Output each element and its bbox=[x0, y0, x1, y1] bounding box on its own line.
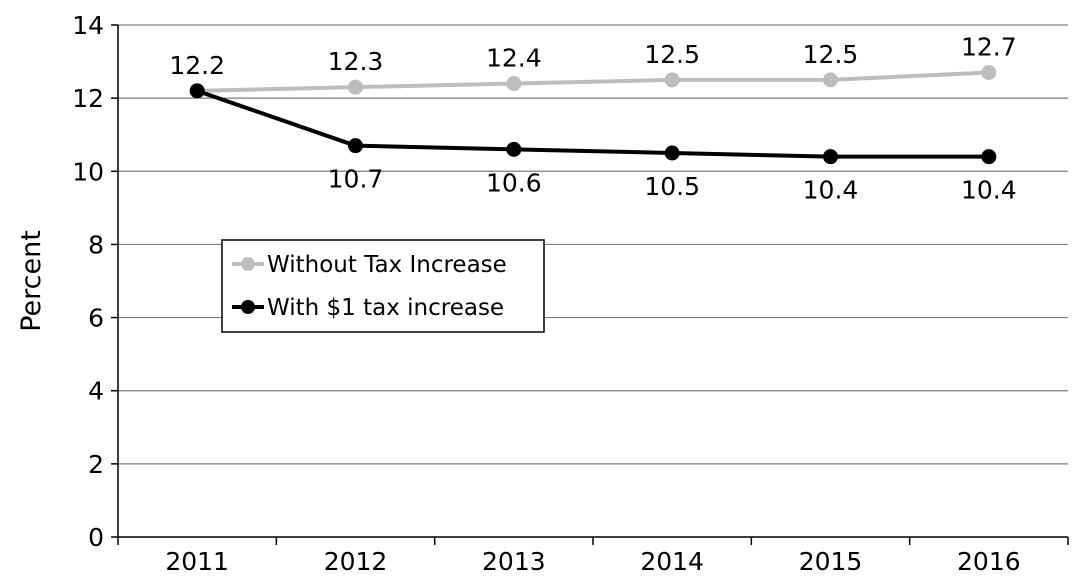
data-label-s1-2013: 10.6 bbox=[486, 168, 542, 197]
data-labels: 12.2 12.3 12.4 12.5 12.5 12.7 10.7 10.6 10.5 10.4… bbox=[169, 33, 1016, 205]
x-tick-label-2016: 2016 bbox=[957, 547, 1021, 576]
legend-marker-1 bbox=[241, 300, 255, 314]
data-point-s0-2014 bbox=[664, 72, 680, 88]
x-axis-ticks: 2011 2012 2013 2014 2015 2016 bbox=[117, 537, 1069, 576]
legend-label-0: Without Tax Increase bbox=[267, 252, 507, 278]
data-label-s0-2013: 12.4 bbox=[486, 44, 542, 73]
data-label-s1-2015: 10.4 bbox=[803, 176, 859, 205]
data-label-s0-2011: 12.2 bbox=[169, 51, 225, 80]
y-tick-label-10: 10 bbox=[72, 157, 104, 186]
y-axis-label: Percent bbox=[16, 230, 47, 332]
x-tick-label-2012: 2012 bbox=[324, 547, 388, 576]
y-tick-label-2: 2 bbox=[88, 450, 104, 479]
data-label-s0-2014: 12.5 bbox=[644, 40, 700, 69]
x-tick-label-2014: 2014 bbox=[640, 547, 704, 576]
data-point-s0-2012 bbox=[348, 79, 363, 95]
y-tick-label-6: 6 bbox=[88, 304, 104, 333]
legend: Without Tax Increase With $1 tax increase bbox=[221, 239, 545, 333]
y-tick-label-12: 12 bbox=[72, 84, 104, 113]
x-tick-label-2011: 2011 bbox=[165, 547, 229, 576]
y-tick-label-14: 14 bbox=[72, 11, 104, 40]
y-tick-label-8: 8 bbox=[88, 230, 104, 259]
y-tick-label-4: 4 bbox=[88, 377, 104, 406]
x-tick-label-2015: 2015 bbox=[799, 547, 863, 576]
data-label-s1-2016: 10.4 bbox=[961, 176, 1017, 205]
data-point-s1-2016 bbox=[981, 149, 997, 165]
data-point-s1-2014 bbox=[664, 145, 680, 161]
series-line-0 bbox=[197, 70, 989, 93]
data-label-s0-2015: 12.5 bbox=[803, 40, 859, 69]
series-layer bbox=[189, 65, 997, 165]
series-line-1 bbox=[196, 88, 989, 159]
data-point-s1-2011 bbox=[189, 83, 205, 99]
y-tick-label-0: 0 bbox=[88, 523, 104, 552]
data-point-s0-2016 bbox=[981, 65, 997, 81]
data-point-s1-2013 bbox=[506, 141, 522, 157]
legend-marker-0 bbox=[241, 257, 255, 271]
data-point-s0-2015 bbox=[823, 72, 838, 88]
data-point-s0-2013 bbox=[506, 76, 522, 92]
data-label-s0-2012: 12.3 bbox=[328, 47, 384, 76]
data-point-s1-2015 bbox=[823, 149, 838, 165]
legend-box bbox=[221, 239, 545, 333]
data-label-s1-2014: 10.5 bbox=[644, 172, 700, 201]
data-point-s1-2012 bbox=[348, 138, 363, 154]
data-label-s1-2012: 10.7 bbox=[328, 165, 384, 194]
x-tick-label-2013: 2013 bbox=[482, 547, 546, 576]
legend-label-1: With $1 tax increase bbox=[267, 295, 504, 321]
data-label-s0-2016: 12.7 bbox=[961, 33, 1017, 62]
y-axis-ticks: 0 2 4 6 8 10 12 14 bbox=[72, 11, 118, 552]
